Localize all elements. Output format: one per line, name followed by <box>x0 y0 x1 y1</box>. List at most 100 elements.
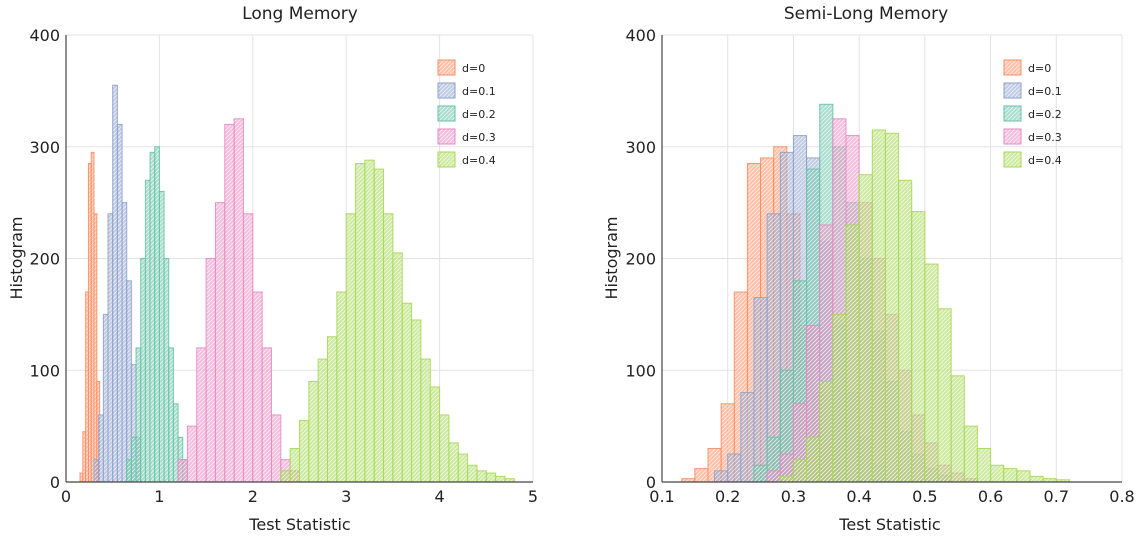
histogram-bar <box>280 470 291 483</box>
legend-label: d=0.3 <box>462 131 496 144</box>
x-tick-label: 0.5 <box>912 487 937 506</box>
x-tick-label: 0.3 <box>781 487 806 506</box>
histogram-bar <box>261 347 272 483</box>
series-d-0-3 <box>177 118 301 483</box>
histogram-bar <box>102 313 109 483</box>
y-tick-label: 300 <box>625 138 656 157</box>
legend-label: d=0.4 <box>462 154 496 167</box>
histogram-bar <box>116 123 123 483</box>
histogram-bar <box>485 472 497 483</box>
histogram-bar <box>140 258 146 483</box>
histogram-bar <box>336 291 347 483</box>
legend-label: d=0.1 <box>1028 85 1062 98</box>
histogram-bar <box>476 470 487 483</box>
histogram-bar <box>224 123 235 483</box>
x-tick-label: 3 <box>341 487 351 506</box>
x-tick-label: 0.4 <box>846 487 871 506</box>
y-tick-label: 400 <box>29 26 60 45</box>
histogram-bar <box>457 453 469 483</box>
histogram-bar <box>753 297 768 483</box>
histogram-bar <box>327 336 338 483</box>
histogram-bar <box>727 453 742 483</box>
legend-swatch <box>1003 151 1022 168</box>
histogram-bar <box>766 470 781 483</box>
legend-swatch <box>437 59 456 76</box>
legend-swatch <box>437 128 456 145</box>
x-tick-label: 0.7 <box>1044 487 1069 506</box>
histogram-bar <box>871 129 886 483</box>
y-tick-label: 400 <box>625 26 656 45</box>
legend-label: d=0 <box>462 62 485 75</box>
histogram-bar <box>976 447 992 483</box>
histogram-bar <box>317 358 329 483</box>
histogram-bar <box>168 347 174 483</box>
legend-swatch <box>437 151 456 168</box>
y-axis-label: Histogram <box>7 217 26 300</box>
histogram-bar <box>779 475 794 483</box>
histogram-bar <box>163 258 170 483</box>
histogram-bar <box>990 464 1005 483</box>
chart-title: Semi-Long Memory <box>784 4 948 24</box>
histogram-bar <box>806 436 821 483</box>
series-d-0-4 <box>280 159 515 483</box>
histogram-bar <box>186 425 198 483</box>
histogram-bar <box>144 179 151 483</box>
y-tick-label: 100 <box>625 361 656 380</box>
histogram-bar <box>172 403 179 483</box>
histogram-bar <box>93 459 100 483</box>
histogram-bar <box>373 168 385 483</box>
histogram-bar <box>154 146 160 483</box>
series-d-0 <box>79 151 101 483</box>
histogram-bar <box>392 252 403 483</box>
histogram-bar <box>819 380 834 483</box>
histogram-bar <box>196 347 207 483</box>
histogram-bar <box>135 347 142 483</box>
x-tick-label: 4 <box>435 487 445 506</box>
histogram-bar <box>937 308 952 483</box>
x-tick-label: 0.1 <box>649 487 674 506</box>
legend-swatch <box>437 105 456 122</box>
histogram-bar <box>205 258 216 483</box>
legend-swatch <box>1003 105 1022 122</box>
histogram-bar <box>383 213 394 483</box>
x-axis-label: Test Statistic <box>838 515 940 534</box>
histogram-bar <box>792 459 808 483</box>
histogram-bar <box>898 179 913 483</box>
legend-swatch <box>1003 128 1022 145</box>
x-tick-label: 0.6 <box>978 487 1003 506</box>
histogram-bar <box>714 470 729 483</box>
y-axis-label: Histogram <box>602 217 621 300</box>
chart-long-memory: Long Memory 0 1 2 3 4 5 0 100 200 300 400 d=0 d=0.1… <box>7 4 538 534</box>
histogram-bar <box>495 475 506 483</box>
legend-label: d=0.1 <box>462 85 496 98</box>
histogram-bar <box>1016 470 1031 483</box>
y-tick-label: 200 <box>625 250 656 269</box>
histogram-bar <box>1003 468 1018 483</box>
legend-swatch <box>437 82 456 99</box>
histogram-bar <box>214 202 226 483</box>
x-tick-label: 0.8 <box>1109 487 1134 506</box>
histogram-bar <box>740 392 755 483</box>
histogram-bar <box>439 414 450 483</box>
histogram-bar <box>130 436 137 483</box>
histogram-bar <box>98 414 104 483</box>
y-tick-label: 0 <box>646 473 656 492</box>
histogram-bar <box>448 442 459 483</box>
histogram-bar <box>429 386 441 483</box>
legend-label: d=0.2 <box>1028 108 1062 121</box>
histogram-bar <box>158 190 165 483</box>
histogram-bar <box>107 213 114 483</box>
legend-label: d=0.4 <box>1028 154 1062 167</box>
histogram-bar <box>233 118 244 483</box>
y-tick-label: 300 <box>29 138 60 157</box>
x-tick-label: 2 <box>248 487 258 506</box>
y-tick-label: 200 <box>29 250 60 269</box>
legend-label: d=0.2 <box>462 108 496 121</box>
histogram-bar <box>411 319 422 483</box>
legend-swatch <box>1003 59 1022 76</box>
histogram-bar <box>963 425 978 483</box>
legend-label: d=0.3 <box>1028 131 1062 144</box>
series-d-0-1 <box>93 84 142 483</box>
x-tick-label: 0.2 <box>715 487 740 506</box>
